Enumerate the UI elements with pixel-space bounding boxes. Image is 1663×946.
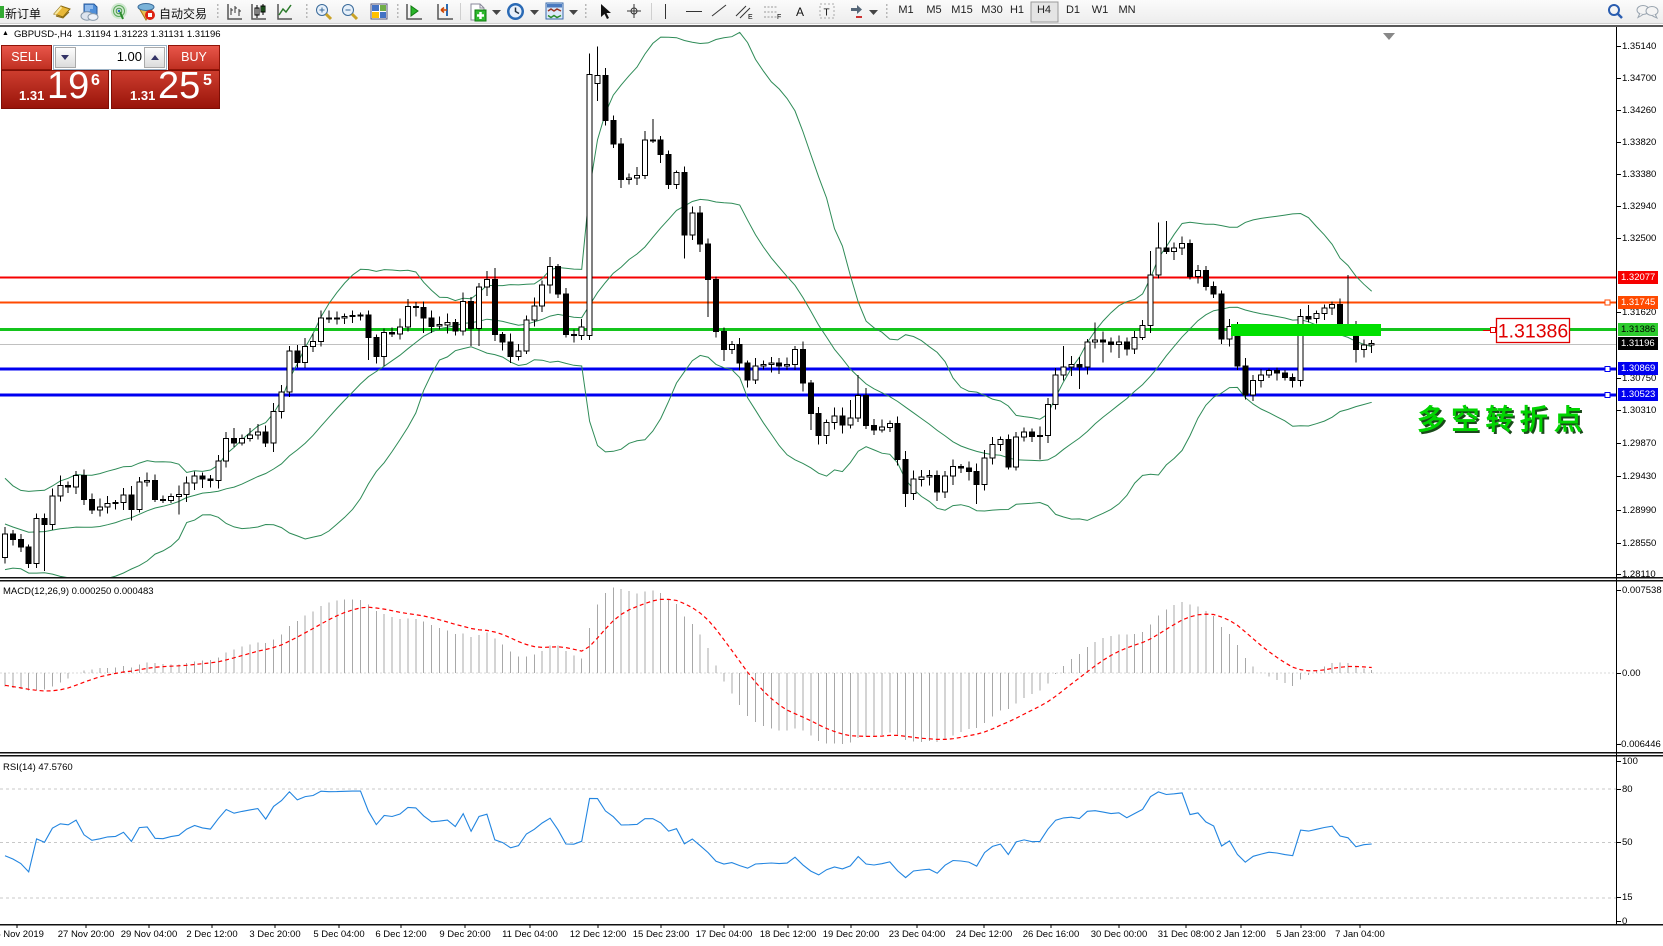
svg-text:F: F	[777, 14, 781, 21]
svg-text:1.31386: 1.31386	[1498, 321, 1569, 343]
svg-text:T: T	[824, 8, 830, 19]
svg-text:A: A	[796, 5, 804, 19]
svg-text:多空转折点: 多空转折点	[1417, 403, 1582, 435]
svg-text:多空转折点: 多空转折点	[1419, 405, 1584, 437]
svg-text:E: E	[748, 14, 753, 21]
